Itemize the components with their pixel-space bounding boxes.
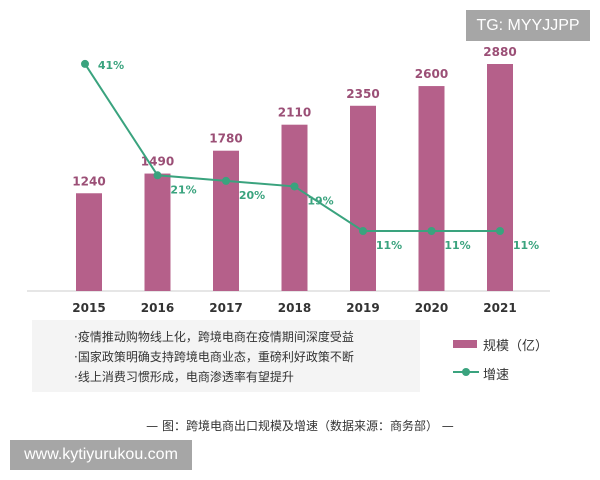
note-2: ·国家政策明确支持跨境电商业态，重磅利好政策不断: [74, 350, 354, 364]
growth-point-2021: [496, 227, 504, 235]
legend-bar-label: 规模（亿）: [483, 339, 549, 354]
growth-point-2019: [359, 227, 367, 235]
growth-label-2016: 21%: [170, 183, 196, 196]
growth-label-2018: 19%: [307, 194, 333, 207]
watermark-tg: TG: MYYJJPP: [466, 10, 590, 41]
x-tick-2018: 2018: [278, 301, 311, 315]
bar-label-2016: 1490: [141, 155, 174, 169]
bar-label-2018: 2110: [278, 106, 311, 120]
x-tick-2020: 2020: [415, 301, 448, 315]
growth-point-2016: [153, 171, 162, 180]
growth-label-2015: 41%: [98, 59, 124, 72]
growth-label-2021: 11%: [513, 239, 539, 252]
growth-label-2019: 11%: [376, 239, 402, 252]
x-tick-2015: 2015: [72, 301, 105, 315]
growth-point-2015: [81, 59, 89, 68]
chart: 1240 2015 1490 2016 1780 2017 2110 2018 2350 2019…: [27, 45, 550, 315]
bar-label-2015: 1240: [72, 174, 105, 188]
growth-label-2017: 20%: [239, 189, 265, 202]
x-tick-2019: 2019: [346, 301, 379, 315]
bar-2021: [487, 64, 513, 291]
bar-2015: [76, 193, 102, 291]
x-tick-2017: 2017: [209, 301, 242, 315]
bar-2019: [350, 105, 376, 291]
x-tick-2021: 2021: [483, 301, 516, 315]
growth-point-2018: [290, 182, 299, 191]
bar-label-2020: 2600: [415, 67, 448, 81]
x-tick-2016: 2016: [141, 301, 174, 315]
legend-bar-swatch: [453, 340, 477, 348]
bar-2017: [213, 150, 239, 291]
bar-label-2019: 2350: [346, 87, 379, 101]
notes-box: ·疫情推动购物线上化，跨境电商在疫情期间深度受益 ·国家政策明确支持跨境电商业态…: [32, 320, 420, 392]
legend-line-marker: [453, 368, 479, 376]
note-3: ·线上消费习惯形成，电商渗透率有望提升: [74, 370, 294, 384]
watermark-url: www.kytiyurukou.com: [10, 440, 192, 470]
note-1: ·疫情推动购物线上化，跨境电商在疫情期间深度受益: [74, 330, 354, 344]
bar-2018: [281, 124, 308, 291]
bar-label-2017: 1780: [209, 132, 242, 146]
growth-label-2020: 11%: [444, 239, 470, 252]
caption: — 图：跨境电商出口规模及增速（数据来源：商务部） —: [146, 419, 454, 433]
legend-line-label: 增速: [483, 368, 510, 383]
bar-label-2021: 2880: [483, 45, 516, 59]
growth-point-2017: [222, 176, 230, 185]
bar-2020: [418, 86, 445, 291]
bar-2016: [144, 173, 171, 291]
growth-point-2020: [427, 227, 436, 235]
